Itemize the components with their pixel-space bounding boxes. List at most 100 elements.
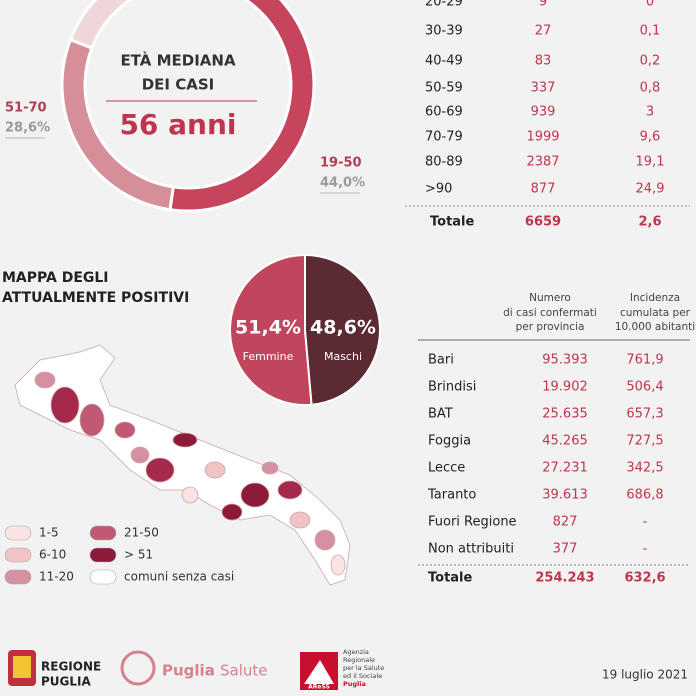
legend-label: comuni senza casi — [124, 570, 234, 584]
age-total-cases: 6659 — [525, 215, 561, 230]
age-rate: 0,2 — [640, 54, 661, 69]
map — [14, 344, 351, 586]
province-cases: 25.635 — [542, 407, 588, 422]
aress-desc: per la Salute — [343, 664, 384, 672]
segment-label: 19-50 — [320, 156, 362, 171]
segment-percent: 13,6% — [5, 0, 50, 2]
age-class: 20-29 — [425, 0, 463, 10]
province-cases: 19.902 — [542, 380, 588, 395]
province-total-label: Totale — [428, 571, 473, 586]
province-name: BAT — [428, 407, 453, 422]
donut-title: ETÀ MEDIANA — [120, 51, 236, 70]
province-name: Lecce — [428, 461, 465, 476]
province-name: Fuori Regione — [428, 515, 517, 530]
pie-percent: 48,6% — [310, 317, 376, 339]
segment-percent: 44,0% — [320, 176, 365, 191]
province-cases: 27.231 — [542, 461, 588, 476]
age-class: 40-49 — [425, 54, 463, 69]
legend-label: 11-20 — [39, 570, 74, 584]
pie-slice — [229, 253, 313, 406]
age-rate: 0,1 — [640, 24, 661, 39]
province-name: Foggia — [428, 434, 471, 449]
pie-percent: 51,4% — [235, 317, 301, 339]
age-rate: 24,9 — [636, 182, 665, 197]
age-class: 30-39 — [425, 24, 463, 39]
age-rate: 9,6 — [640, 130, 661, 145]
aress-desc: ed il Sociale — [343, 672, 382, 680]
date: 19 luglio 2021 — [602, 668, 688, 682]
median-age: 56 anni — [119, 108, 236, 141]
province-total-cases: 254.243 — [535, 571, 594, 586]
age-rate: 3 — [646, 105, 654, 120]
legend-swatch — [4, 569, 32, 585]
regione-text: PUGLIA — [41, 675, 92, 689]
age-class: 50-59 — [425, 81, 463, 96]
age-cases: 939 — [531, 105, 556, 120]
province-name: Non attribuiti — [428, 542, 514, 557]
province-cases: 45.265 — [542, 434, 588, 449]
legend-swatch — [89, 525, 117, 541]
province-cases: 95.393 — [542, 353, 588, 368]
age-total-rate: 2,6 — [638, 215, 661, 230]
puglia-salute: Salute — [220, 662, 268, 680]
age-class: >90 — [425, 182, 452, 197]
donut-segment — [68, 0, 133, 50]
province-rate: 761,9 — [626, 353, 663, 368]
age-class: 60-69 — [425, 105, 463, 120]
province-rate: 506,4 — [626, 380, 663, 395]
legend-label: 21-50 — [124, 526, 159, 540]
segment-percent: 28,6% — [5, 121, 50, 136]
age-cases: 83 — [535, 54, 552, 69]
age-cases: 337 — [531, 81, 556, 96]
province-rate: 686,8 — [626, 488, 663, 503]
regione-text: REGIONE — [41, 660, 101, 674]
age-rate: 19,1 — [636, 155, 665, 170]
age-cases: 27 — [535, 24, 552, 39]
segment-label: 51-70 — [5, 101, 47, 116]
age-class: 80-89 — [425, 155, 463, 170]
age-rate: 0,8 — [640, 81, 661, 96]
age-cases: 877 — [531, 182, 556, 197]
age-cases: 2387 — [526, 155, 559, 170]
puglia-salute: Puglia — [162, 662, 215, 680]
province-rate: 727,5 — [626, 434, 663, 449]
column-header: Numero — [529, 292, 571, 304]
legend-swatch — [4, 547, 32, 563]
aress-desc: Agenzia — [343, 648, 369, 656]
legend-swatch — [89, 569, 117, 585]
column-header: 10.000 abitanti — [615, 321, 695, 333]
age-total-label: Totale — [430, 215, 475, 230]
province-name: Brindisi — [428, 380, 476, 395]
legend-label: 1-5 — [39, 526, 59, 540]
segment-percent: 13,9% — [320, 0, 365, 2]
province-rate: - — [643, 515, 648, 530]
aress-desc: Puglia — [343, 680, 366, 688]
age-cases: 1999 — [526, 130, 559, 145]
province-cases: 377 — [553, 542, 578, 557]
age-cases: 9 — [539, 0, 547, 10]
age-rate: 0 — [646, 0, 654, 10]
legend-swatch — [4, 525, 32, 541]
legend-label: 6-10 — [39, 548, 66, 562]
province-name: Bari — [428, 353, 454, 368]
donut-title: DEI CASI — [142, 76, 215, 94]
pie-label: Maschi — [324, 350, 362, 363]
province-rate: 342,5 — [626, 461, 663, 476]
column-header: per provincia — [516, 321, 585, 333]
column-header: Incidenza — [630, 292, 680, 304]
aress-desc: Regionale — [343, 656, 375, 664]
province-total-rate: 632,6 — [624, 571, 665, 586]
province-cases: 827 — [553, 515, 578, 530]
aress-logo-text: AReSS — [308, 684, 330, 691]
map-title: ATTUALMENTE POSITIVI — [2, 290, 189, 306]
province-rate: 657,3 — [626, 407, 663, 422]
column-header: cumulata per — [620, 307, 691, 319]
province-name: Taranto — [427, 488, 476, 503]
column-header: di casi confermati — [503, 307, 597, 319]
legend-label: > 51 — [124, 548, 153, 562]
age-class: 70-79 — [425, 130, 463, 145]
province-rate: - — [643, 542, 648, 557]
pie-label: Femmine — [243, 350, 294, 363]
